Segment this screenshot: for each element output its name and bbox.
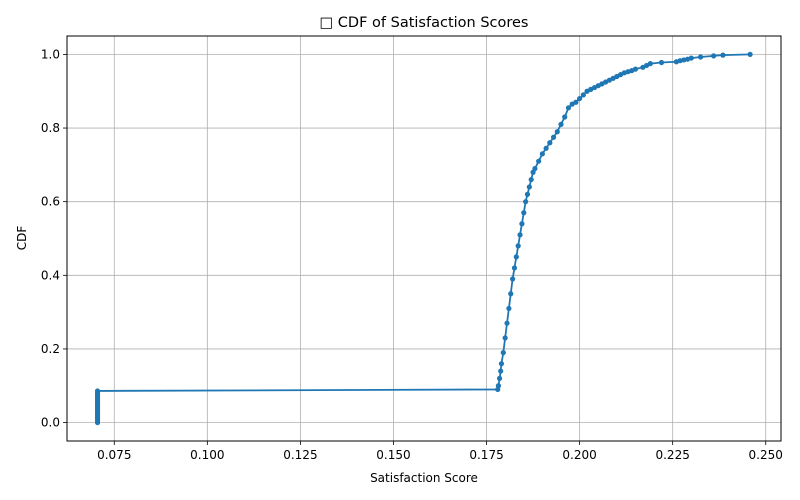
cdf-point [515,243,521,249]
cdf-point [500,350,506,356]
cdf-point [550,134,557,140]
cdf-point [554,129,560,135]
grid-lines [67,36,781,441]
cdf-point [536,158,542,164]
cdf-point [521,210,527,216]
cdf-point [565,105,572,111]
cdf-point [720,52,726,58]
cdf-point [697,54,704,60]
cdf-point [539,151,545,157]
x-tick-label: 0.150 [376,448,410,462]
cdf-point [496,375,503,382]
cdf-point [508,291,514,297]
y-tick-label: 0.2 [41,342,60,356]
y-tick-label: 0.6 [41,195,60,209]
cdf-point [502,335,508,341]
cdf-point [632,66,639,72]
x-tick-label: 0.250 [749,448,783,462]
data-series [94,51,753,426]
x-tick-label: 0.200 [562,448,596,462]
cdf-point [524,191,531,197]
x-axis-label: Satisfaction Score [370,471,478,485]
x-tick-label: 0.100 [190,448,224,462]
cdf-point [747,51,753,58]
y-axis-ticks: 0.0 0.2 0.4 0.6 0.8 1.0 [41,47,67,430]
cdf-point [523,199,529,205]
cdf-point [711,53,717,59]
cdf-point [519,221,525,227]
y-tick-label: 0.8 [41,121,60,135]
y-axis-label: CDF [15,226,29,251]
cdf-point [94,388,101,394]
cdf-point [526,184,532,190]
cdf-point [547,140,553,146]
cdf-point [498,361,505,367]
cdf-point [509,276,516,282]
cdf-point [658,59,665,66]
cdf-point [517,232,523,238]
cdf-point [562,114,568,120]
cdf-point [580,92,586,98]
cdf-point [498,368,504,374]
cdf-point [504,320,510,326]
x-tick-label: 0.075 [97,448,131,462]
y-tick-label: 0.4 [41,268,60,282]
y-tick-label: 0.0 [41,416,60,430]
plot-frame [66,35,782,442]
cdf-point [647,61,653,67]
y-tick-label: 1.0 [41,47,60,61]
cdf-point [532,165,538,172]
cdf-point [511,265,518,271]
cdf-point [577,95,583,102]
x-tick-label: 0.175 [469,448,503,462]
x-tick-label: 0.125 [283,448,317,462]
cdf-point [528,176,534,183]
cdf-point [573,99,579,105]
cdf-point [506,305,512,312]
x-tick-label: 0.225 [655,448,689,462]
x-axis-ticks: 0.075 0.100 0.125 0.150 0.175 0.200 0.225 0.250 [97,441,783,462]
cdf-point [558,121,564,127]
cdf-point [495,383,502,389]
cdf-point [688,55,694,61]
chart-title: □ CDF of Satisfaction Scores [319,15,528,31]
cdf-point [543,145,549,151]
cdf-point [513,254,519,260]
